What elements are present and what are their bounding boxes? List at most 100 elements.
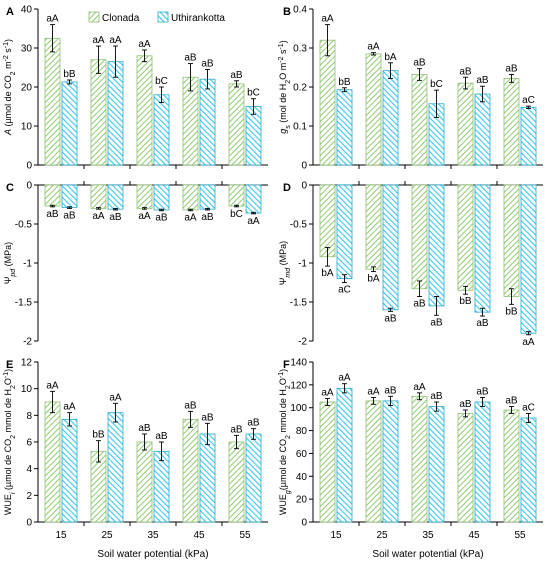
bar-clonada-45 bbox=[457, 413, 474, 523]
data-label: aB bbox=[109, 212, 122, 223]
y-tick-label: -1 bbox=[23, 259, 32, 270]
bar-clonada-15 bbox=[319, 39, 336, 166]
data-label: aA bbox=[63, 402, 76, 413]
data-label: aB bbox=[459, 66, 472, 77]
data-label: aC bbox=[338, 285, 351, 296]
bar-clonada-55 bbox=[228, 184, 245, 207]
bar-uthirankotta-35 bbox=[153, 184, 170, 211]
bar-clonada-25 bbox=[365, 184, 382, 270]
data-label: bC bbox=[230, 209, 243, 220]
bar-clonada-35 bbox=[411, 184, 428, 290]
data-label: aA bbox=[321, 388, 334, 399]
y-tick-label: 10 bbox=[21, 384, 33, 395]
x-tick-label: 45 bbox=[193, 530, 205, 541]
data-label: bB bbox=[63, 69, 76, 80]
panel-letter: D bbox=[283, 182, 291, 194]
data-label: aB bbox=[201, 212, 214, 223]
data-label: bC bbox=[155, 76, 168, 87]
x-axis-label: Soil water potential (kPa) bbox=[372, 549, 483, 560]
bar-uthirankotta-35 bbox=[428, 184, 445, 307]
bar-clonada-35 bbox=[411, 395, 428, 523]
data-label: aB bbox=[155, 431, 168, 442]
bar-clonada-45 bbox=[182, 418, 199, 523]
data-label: aA bbox=[321, 14, 334, 25]
data-label: aB bbox=[384, 385, 397, 396]
bar-clonada-25 bbox=[90, 184, 107, 209]
x-tick-label: 15 bbox=[55, 530, 67, 541]
data-label: bB bbox=[338, 77, 351, 88]
bar-clonada-15 bbox=[44, 37, 61, 166]
y-axis-label: gs (mol de H2O m-2 s-1) bbox=[278, 40, 292, 133]
y-tick-label: 80 bbox=[296, 426, 308, 437]
bar-uthirankotta-45 bbox=[199, 433, 216, 523]
y-tick-label: 40 bbox=[296, 472, 308, 483]
y-tick-label: 60 bbox=[296, 449, 308, 460]
y-tick-label: 0 bbox=[26, 161, 32, 172]
data-label: aA bbox=[184, 213, 197, 224]
bar-uthirankotta-55 bbox=[245, 184, 262, 214]
data-label: aB bbox=[430, 317, 443, 328]
data-label: aB bbox=[46, 209, 59, 220]
panel-b: B 0 0.1 0.2 0.3 0.4 gs (mol de H2O m-2 s-1) aA b… bbox=[278, 5, 543, 172]
bar-uthirankotta-55 bbox=[245, 106, 262, 166]
y-tick-label: 120 bbox=[290, 380, 307, 391]
bar-uthirankotta-25 bbox=[382, 400, 399, 523]
y-tick-label: -2 bbox=[23, 337, 32, 348]
x-tick-label: 55 bbox=[514, 530, 526, 541]
y-tick-label: 4 bbox=[26, 464, 32, 475]
data-label: aB bbox=[476, 386, 489, 397]
data-label: bC bbox=[247, 88, 260, 99]
y-tick-label: 40 bbox=[21, 5, 33, 16]
y-tick-label: 0.1 bbox=[293, 122, 307, 133]
data-label: aB bbox=[201, 412, 214, 423]
bar-uthirankotta-15 bbox=[336, 89, 353, 166]
bar-uthirankotta-15 bbox=[336, 184, 353, 279]
bar-uthirankotta-45 bbox=[474, 184, 491, 313]
data-label: bB bbox=[459, 296, 472, 307]
data-label: aA bbox=[46, 380, 59, 391]
y-tick-label: -1.5 bbox=[15, 298, 33, 309]
bar-uthirankotta-35 bbox=[428, 406, 445, 523]
data-label: bA bbox=[367, 274, 380, 285]
bar-uthirankotta-35 bbox=[153, 94, 170, 166]
data-label: aB bbox=[430, 391, 443, 402]
data-label: aA bbox=[522, 337, 535, 348]
y-tick-label: -1 bbox=[298, 259, 307, 270]
bar-uthirankotta-45 bbox=[199, 184, 216, 210]
x-axis-label: Soil water potential (kPa) bbox=[97, 549, 208, 560]
x-tick-label: 25 bbox=[376, 530, 388, 541]
bar-uthirankotta-25 bbox=[107, 184, 124, 210]
y-tick-label: 0 bbox=[301, 161, 307, 172]
y-tick-label: -0.5 bbox=[15, 220, 33, 231]
panel-letter: E bbox=[6, 359, 13, 371]
x-tick-label: 35 bbox=[422, 530, 434, 541]
y-axis-label: Ψpd (MPa) bbox=[3, 242, 17, 284]
y-tick-label: 100 bbox=[290, 403, 307, 414]
bar-uthirankotta-25 bbox=[107, 412, 124, 523]
bar-clonada-55 bbox=[503, 78, 520, 166]
bar-clonada-25 bbox=[365, 53, 382, 166]
data-label: aC bbox=[522, 402, 535, 413]
data-label: bA bbox=[321, 268, 334, 279]
bar-uthirankotta-55 bbox=[245, 433, 262, 523]
y-tick-label: 8 bbox=[26, 411, 32, 422]
data-label: aA bbox=[138, 211, 151, 222]
y-tick-label: 30 bbox=[21, 44, 33, 55]
bar-clonada-15 bbox=[44, 401, 61, 523]
data-label: aA bbox=[413, 382, 426, 393]
bar-clonada-35 bbox=[136, 441, 153, 523]
y-tick-label: 10 bbox=[21, 122, 33, 133]
panel-d: D 0 -0.5 -1 -1.5 -2 Ψmd (MPa) bA aC bA aB aB aB bB aB b… bbox=[278, 181, 543, 348]
bar-clonada-45 bbox=[457, 184, 474, 291]
data-label: aB bbox=[413, 299, 426, 310]
bar-clonada-35 bbox=[411, 74, 428, 166]
x-tick-label: 15 bbox=[330, 530, 342, 541]
data-label: aB bbox=[138, 423, 151, 434]
y-tick-label: -2 bbox=[298, 337, 307, 348]
bar-uthirankotta-55 bbox=[520, 184, 537, 334]
y-axis-label: A (µmol de CO2 m-2 s-1) bbox=[3, 39, 17, 136]
legend-label-clonada: Clonada bbox=[102, 13, 140, 24]
bar-uthirankotta-55 bbox=[520, 106, 537, 166]
y-tick-label: 0 bbox=[26, 518, 32, 529]
y-tick-label: 2 bbox=[26, 491, 32, 502]
